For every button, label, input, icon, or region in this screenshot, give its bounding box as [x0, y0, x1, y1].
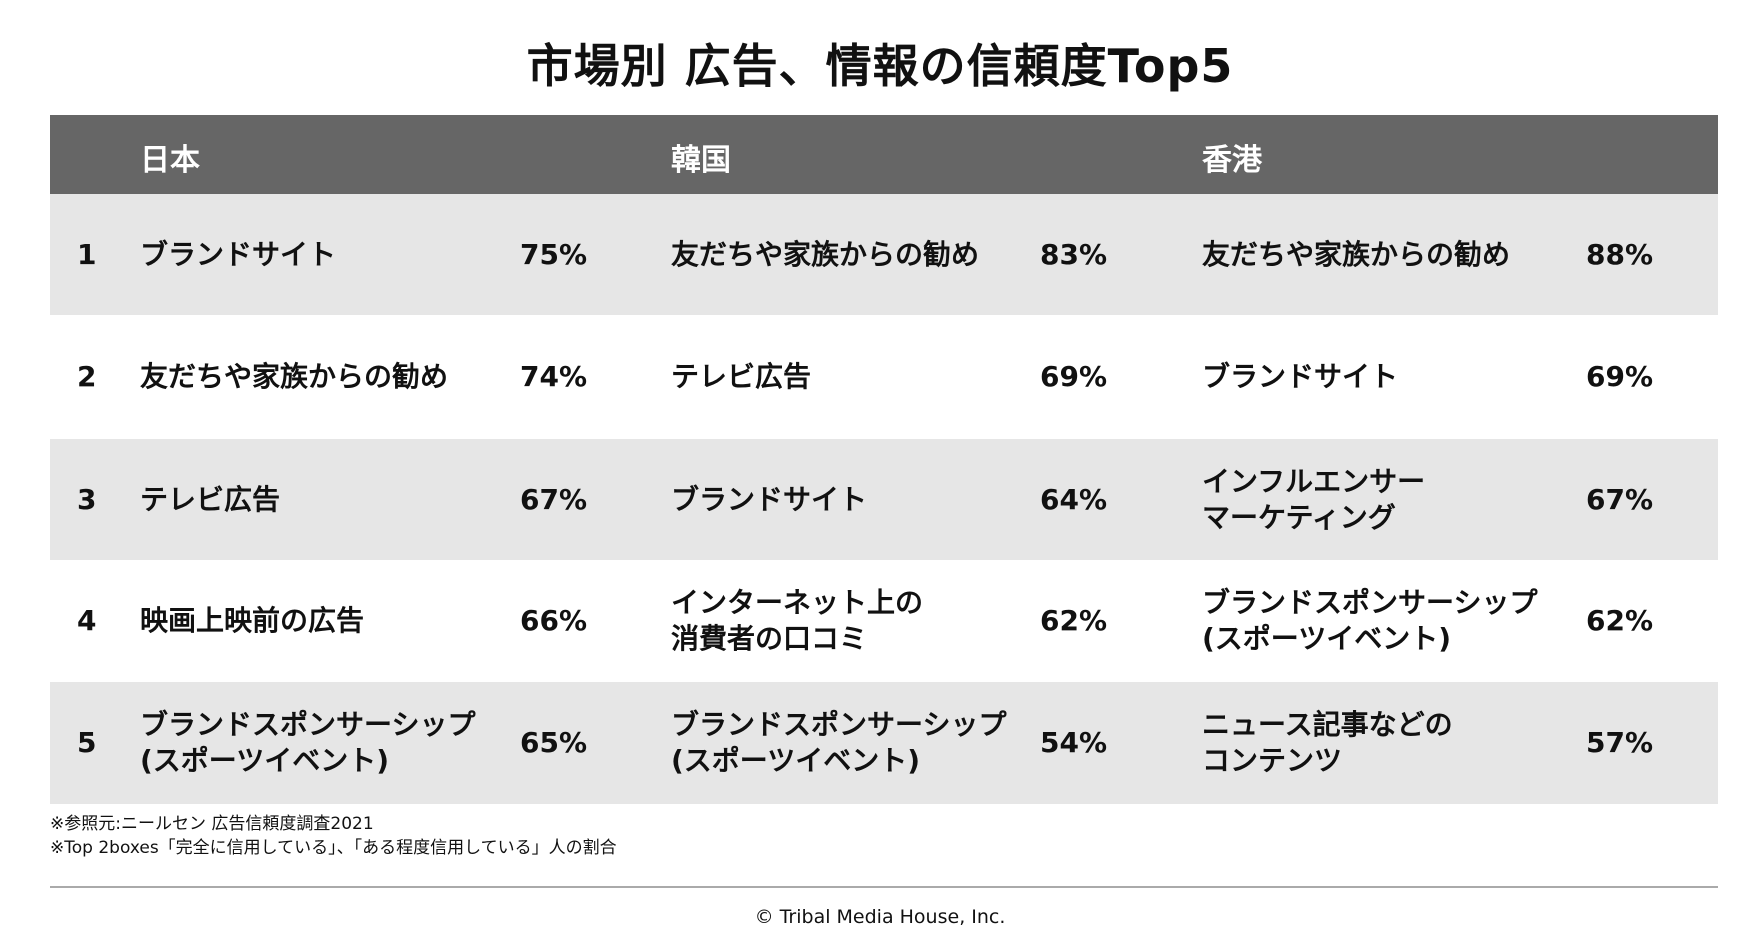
hongkong-percent: 57% [1586, 726, 1654, 759]
korea-label: テレビ広告 [671, 360, 812, 393]
japan-percent: 65% [520, 726, 588, 759]
korea-percent: 83% [1040, 237, 1108, 271]
japan-label: ブランドスポンサーシップ (スポーツイベント) [140, 708, 476, 777]
hongkong-percent: 69% [1586, 360, 1654, 393]
footnotes: ※参照元:ニールセン 広告信頼度調査2021 ※Top 2boxes「完全に信用… [50, 812, 617, 860]
hongkong-label: ブランドスポンサーシップ (スポーツイベント) [1202, 586, 1538, 655]
table-header: 日本 韓国 香港 [50, 115, 1718, 194]
japan-percent: 74% [520, 360, 588, 393]
korea-percent: 69% [1040, 360, 1108, 393]
japan-label: テレビ広告 [140, 482, 281, 516]
column-header-japan: 日本 [140, 143, 200, 178]
table-row: 5 ブランドスポンサーシップ (スポーツイベント) 65% ブランドスポンサーシップ … [50, 682, 1718, 804]
japan-percent: 75% [520, 237, 588, 271]
table-row: 1 ブランドサイト 75% 友だちや家族からの勧め 83% 友だちや家族からの勧め 88% [50, 194, 1718, 315]
hongkong-label: インフルエンサー マーケティング [1202, 464, 1426, 534]
japan-percent: 67% [520, 482, 588, 516]
japan-label: 友だちや家族からの勧め [140, 360, 449, 393]
table-row: 2 友だちや家族からの勧め 74% テレビ広告 69% ブランドサイト 69% [50, 315, 1718, 439]
divider [50, 886, 1718, 888]
table-row: 4 映画上映前の広告 66% インターネット上の 消費者の口コミ 62% ブランドスポンサ… [50, 560, 1718, 682]
page-title: 市場別 広告、情報の信頼度Top5 [526, 39, 1234, 93]
rank: 5 [77, 726, 97, 759]
footnote-source: ※参照元:ニールセン 広告信頼度調査2021 [50, 814, 374, 834]
hongkong-label: ブランドサイト [1202, 360, 1399, 393]
copyright: © Tribal Media House, Inc. [754, 906, 1006, 928]
rank: 4 [77, 604, 97, 637]
korea-label: ブランドサイト [671, 482, 868, 516]
column-header-korea: 韓国 [671, 143, 731, 178]
korea-percent: 62% [1040, 604, 1108, 637]
table-row: 3 テレビ広告 67% ブランドサイト 64% インフルエンサー マーケティング 67% [50, 439, 1718, 560]
korea-label: 友だちや家族からの勧め [671, 237, 980, 271]
hongkong-percent: 88% [1586, 237, 1654, 271]
japan-label: 映画上映前の広告 [140, 604, 365, 637]
rank: 3 [77, 482, 97, 516]
column-header-hongkong: 香港 [1202, 143, 1262, 178]
hongkong-percent: 62% [1586, 604, 1654, 637]
hongkong-percent: 67% [1586, 482, 1654, 516]
korea-label: ブランドスポンサーシップ (スポーツイベント) [671, 708, 1007, 777]
korea-label: インターネット上の 消費者の口コミ [671, 586, 924, 655]
footnote-definition: ※Top 2boxes「完全に信用している」、「ある程度信用している」人の割合 [50, 838, 617, 858]
korea-percent: 64% [1040, 482, 1108, 516]
korea-percent: 54% [1040, 726, 1108, 759]
hongkong-label: ニュース記事などの コンテンツ [1202, 708, 1453, 777]
rank: 1 [77, 237, 97, 271]
japan-percent: 66% [520, 604, 588, 637]
japan-label: ブランドサイト [140, 237, 337, 271]
hongkong-label: 友だちや家族からの勧め [1202, 237, 1511, 271]
rank: 2 [77, 360, 97, 393]
